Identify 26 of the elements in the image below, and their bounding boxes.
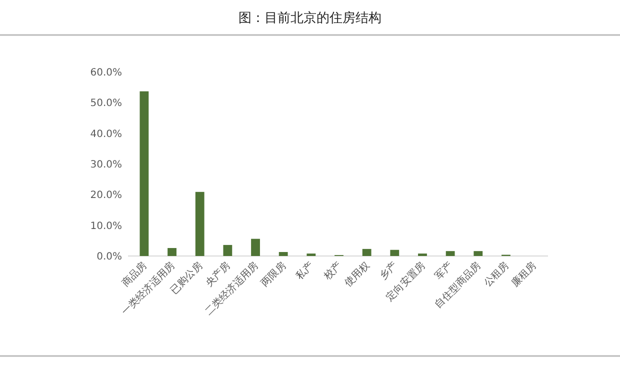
x-tick-label: 公租房 — [481, 260, 512, 290]
y-tick-label: 40.0% — [90, 128, 122, 140]
x-tick-label: 两限房 — [258, 260, 288, 290]
bar — [251, 238, 260, 256]
y-tick-label: 60.0% — [90, 68, 122, 78]
bar — [168, 248, 176, 256]
y-tick-label: 20.0% — [90, 190, 122, 202]
y-tick-label: 30.0% — [90, 160, 122, 170]
bar — [362, 248, 372, 256]
bar — [446, 251, 455, 256]
bar — [278, 252, 288, 256]
y-tick-label: 0.0% — [96, 252, 122, 262]
x-tick-label: 校产 — [320, 260, 344, 283]
x-tick-label: 军产 — [432, 260, 456, 282]
x-tick-label: 私产 — [294, 260, 316, 282]
x-tick-label: 使用权 — [342, 260, 372, 290]
chart-title: 图：目前北京的住房结构 — [238, 10, 382, 26]
bar — [390, 250, 400, 256]
bar — [223, 244, 232, 256]
bar — [195, 192, 204, 256]
x-tick-label: 乡产 — [377, 260, 400, 282]
x-tick-label: 廉租房 — [509, 260, 539, 290]
bar — [140, 91, 149, 256]
bar — [474, 251, 483, 256]
y-tick-label: 10.0% — [90, 220, 122, 232]
y-tick-label: 50.0% — [90, 98, 122, 110]
